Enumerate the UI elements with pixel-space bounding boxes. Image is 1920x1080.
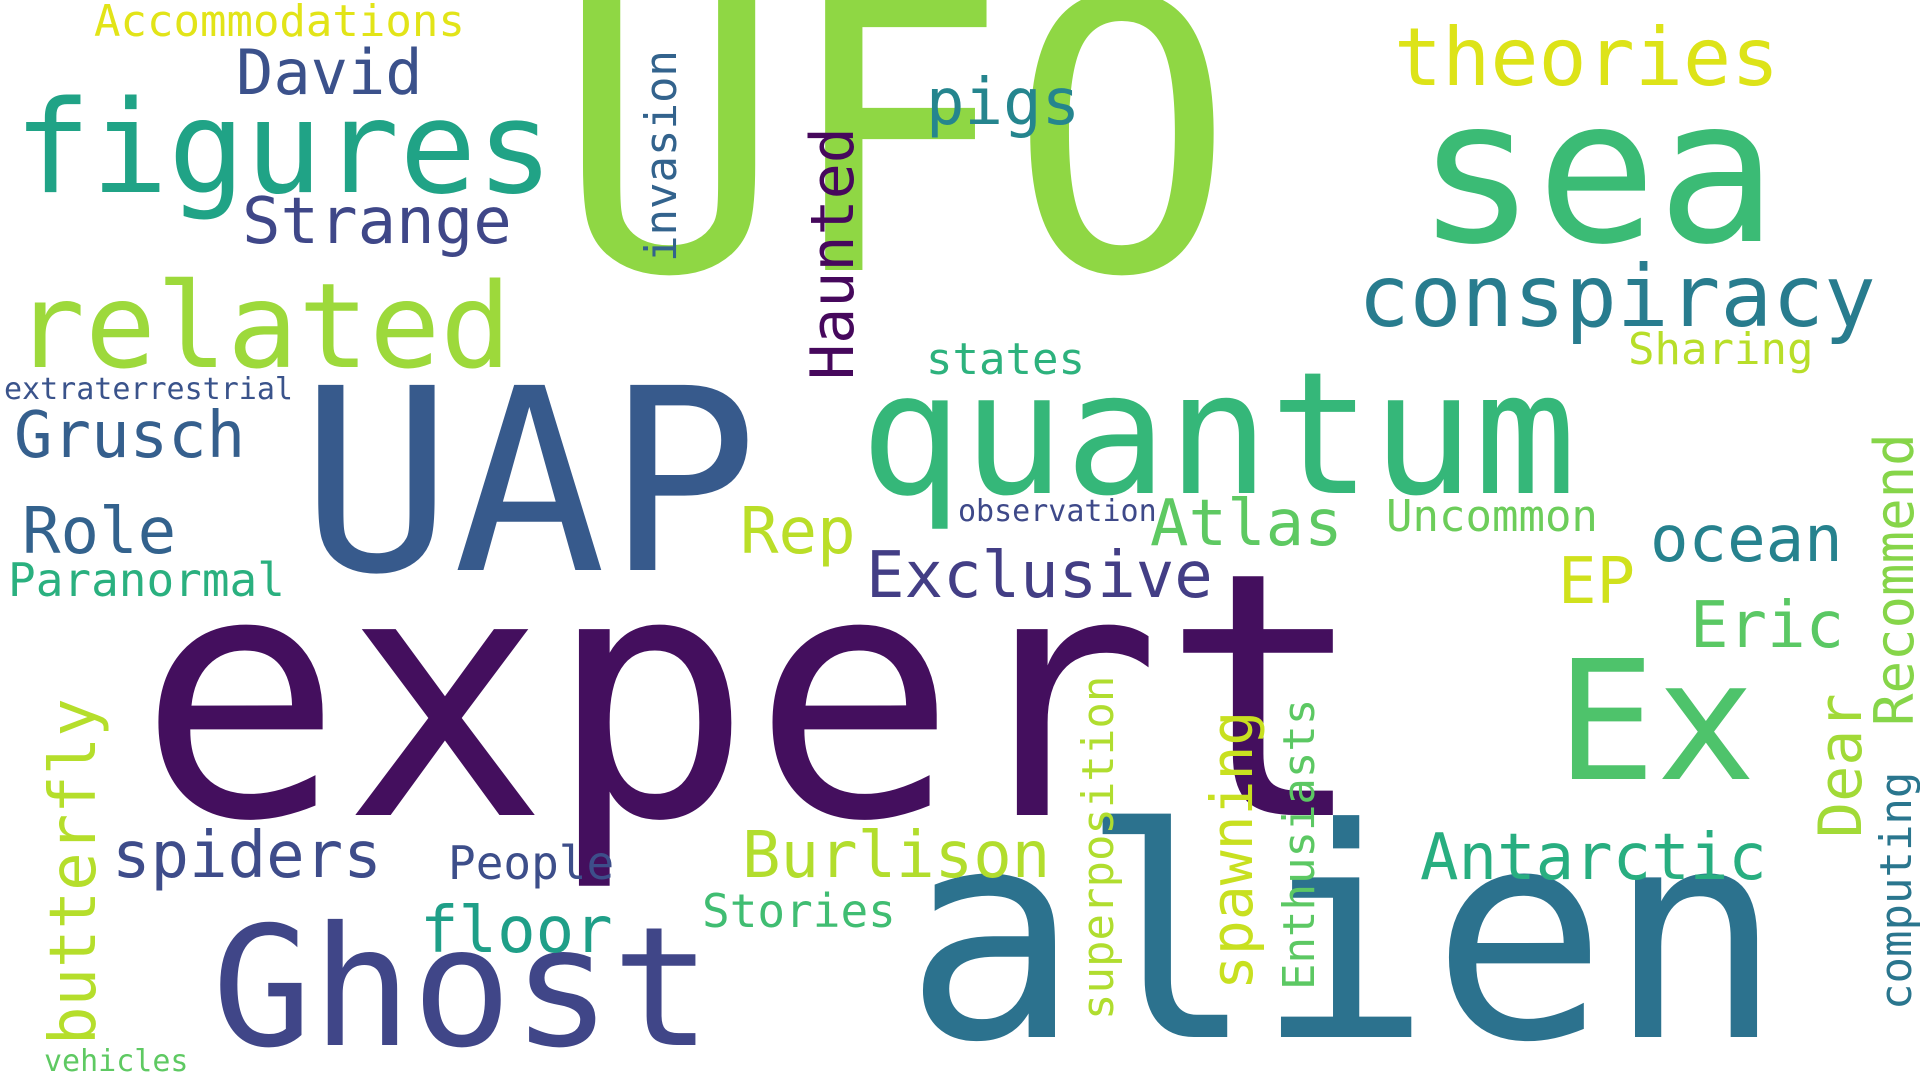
word-butterfly: butterfly [37,698,111,1045]
word-invasion: invasion [636,50,687,262]
word-recommend: Recommend [1863,433,1920,726]
word-ufo: UFO [556,0,1236,359]
word-conspiracy: conspiracy [1358,247,1876,347]
word-floor: floor [420,894,613,968]
word-extraterrestrial: extraterrestrial [4,372,293,407]
word-enthusiasts: Enthusiasts [1274,698,1325,990]
word-uncommon: Uncommon [1386,491,1598,542]
word-role: Role [22,495,177,569]
word-stories: Stories [702,884,896,938]
word-accommodations: Accommodations [94,0,465,47]
word-computing: computing [1871,771,1920,1010]
word-uap: UAP [300,334,759,630]
word-ex: Ex [1556,626,1756,819]
word-people: People [448,836,615,890]
word-pigs: pigs [926,66,1081,140]
word-ocean: ocean [1650,503,1843,577]
word-spawning: spawning [1198,710,1266,990]
word-spiders: spiders [112,819,382,893]
word-sea: sea [1416,56,1778,289]
word-ep: EP [1558,545,1636,619]
word-ghost: Ghost [212,892,712,1080]
word-expert: expert [138,500,1367,896]
word-rep: Rep [740,495,856,569]
word-states: states [926,334,1085,385]
word-sharing: Sharing [1628,324,1814,375]
word-alien: alien [904,766,1783,1080]
word-atlas: Atlas [1150,487,1343,561]
word-eric: Eric [1690,589,1845,663]
word-observation: observation [958,494,1157,529]
word-antarctic: Antarctic [1420,821,1767,895]
word-dear: Dear [1806,693,1876,839]
word-related: related [14,257,512,395]
word-figures: figures [14,74,554,223]
word-burlison: Burlison [742,819,1051,893]
word-strange: Strange [242,185,512,259]
word-haunted: Haunted [798,127,868,380]
word-paranormal: Paranormal [8,553,285,607]
word-vehicles: vehicles [44,1044,189,1079]
word-david: David [236,36,423,109]
word-superposition: superposition [1073,675,1124,1020]
word-exclusive: Exclusive [866,539,1213,613]
word-grusch: Grusch [14,399,246,473]
word-quantum: quantum [860,336,1577,534]
word-theories: theories [1394,11,1780,104]
